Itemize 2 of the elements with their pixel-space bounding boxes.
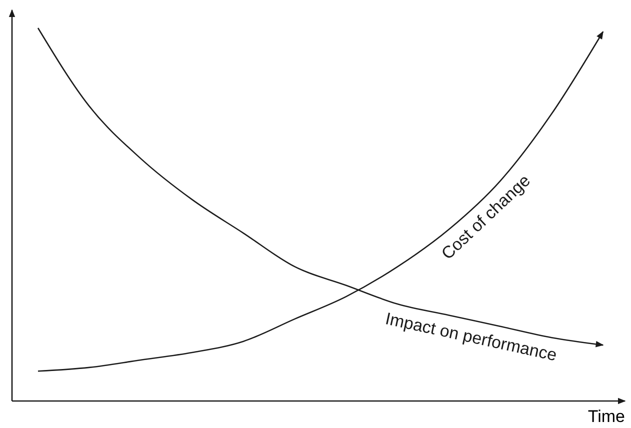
text: Impact on performance xyxy=(384,309,559,365)
x-axis-title: Time xyxy=(588,407,625,426)
